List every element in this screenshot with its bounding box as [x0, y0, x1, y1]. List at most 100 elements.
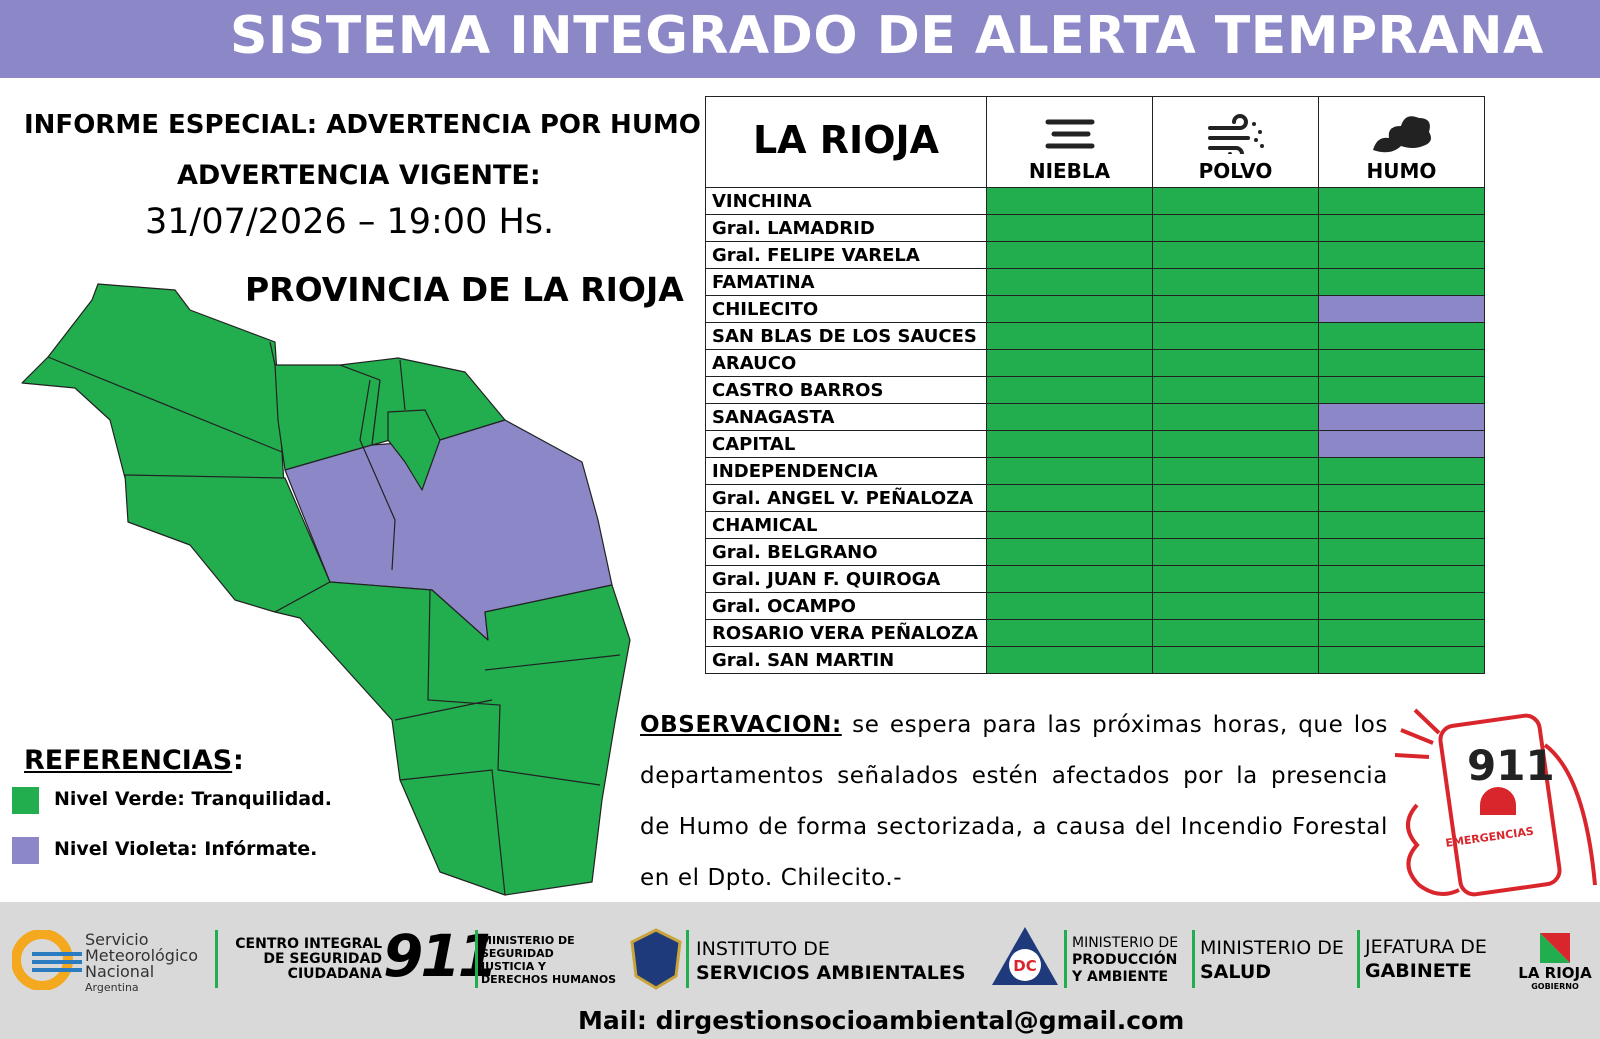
text-line: JUSTICIA Y: [481, 960, 547, 973]
department-name: Gral. SAN MARTIN: [705, 646, 987, 674]
alert-cell: [1152, 619, 1319, 647]
alert-cell: [1152, 457, 1319, 485]
alert-cell: [1152, 322, 1319, 350]
police-badge: [630, 928, 682, 990]
alert-cell: [986, 511, 1153, 539]
smn-text: Servicio Meteorológico Nacional Argentina: [85, 932, 198, 996]
department-borders: [47, 341, 621, 896]
alert-cell: [1152, 268, 1319, 296]
table-title: LA RIOJA: [705, 96, 987, 188]
text-line: Argentina: [85, 981, 139, 994]
text-line: Meteorológico: [85, 946, 198, 965]
footer-band: [0, 902, 1600, 1039]
legend-colon: :: [233, 745, 244, 776]
report-subtitle: ADVERTENCIA VIGENTE:: [177, 160, 541, 191]
department-name: CASTRO BARROS: [705, 376, 987, 404]
header-band: [0, 0, 1600, 78]
table-row: CHAMICAL: [705, 511, 1485, 539]
text-line: SERVICIOS AMBIENTALES: [696, 962, 966, 984]
text-line: INSTITUTO DE: [696, 938, 830, 960]
legend-swatch: [12, 787, 39, 814]
alert-cell: [986, 349, 1153, 377]
icon: [1372, 116, 1431, 153]
table-row: INDEPENDENCIA: [705, 457, 1485, 485]
text-line: GABINETE: [1365, 960, 1472, 982]
observation: OBSERVACION: se espera para las próximas…: [640, 700, 1388, 904]
alert-cell: [986, 322, 1153, 350]
department-name: Gral. FELIPE VARELA: [705, 241, 987, 269]
table-row: Gral. BELGRANO: [705, 538, 1485, 566]
alert-cell: [1318, 592, 1485, 620]
dc-text: DC: [1013, 957, 1036, 975]
department-name: Gral. ANGEL V. PEÑALOZA: [705, 484, 987, 512]
alert-cell: [1152, 376, 1319, 404]
alert-cell: [986, 268, 1153, 296]
alert-cell: [986, 295, 1153, 323]
alert-cell: [1318, 511, 1485, 539]
legend-label: Nivel Violeta: Infórmate.: [54, 838, 318, 860]
department-name: Gral. BELGRANO: [705, 538, 987, 566]
department-name: CHILECITO: [705, 295, 987, 323]
table-row: CHILECITO: [705, 295, 1485, 323]
divider: [686, 930, 689, 988]
alert-cell: [1318, 646, 1485, 674]
legend-swatch: [12, 837, 39, 864]
text-line: Y AMBIENTE: [1072, 969, 1169, 985]
gob-logo: [1540, 933, 1570, 963]
table-row: ROSARIO VERA PEÑALOZA: [705, 619, 1485, 647]
alert-cell: [986, 430, 1153, 458]
siren: [1480, 787, 1516, 815]
alert-cell: [986, 592, 1153, 620]
text-line: MINISTERIO DE: [481, 934, 575, 947]
alert-cell: [986, 538, 1153, 566]
table-row: Gral. ANGEL V. PEÑALOZA: [705, 484, 1485, 512]
table-row: Gral. OCAMPO: [705, 592, 1485, 620]
divider: [1064, 930, 1067, 988]
divider: [1192, 930, 1195, 988]
column-icon: [1153, 114, 1318, 162]
alert-cell: [1152, 484, 1319, 512]
department-name: Gral. OCAMPO: [705, 592, 987, 620]
table-row: VINCHINA: [705, 187, 1485, 215]
department-name: CAPITAL: [705, 430, 987, 458]
alert-table: LA RIOJA NIEBLA POLVO HUMO VINCHINA Gral. L…: [705, 96, 1485, 674]
department: [274, 581, 631, 896]
department-name: FAMATINA: [705, 268, 987, 296]
alert-cell: [1152, 349, 1319, 377]
alert-cell: [1318, 538, 1485, 566]
table-row: Gral. FELIPE VARELA: [705, 241, 1485, 269]
province-map: [21, 283, 631, 896]
department-name: Gral. LAMADRID: [705, 214, 987, 242]
phone-caption: EMERGENCIAS: [1445, 825, 1535, 850]
department: [387, 409, 441, 491]
legend-title-text: REFERENCIAS: [24, 745, 233, 776]
cisc-number: 911: [383, 922, 498, 990]
alert-cell: [1152, 592, 1319, 620]
alert-cell: [986, 241, 1153, 269]
isa-text: INSTITUTO DE SERVICIOS AMBIENTALES: [696, 937, 966, 985]
alert-cell: [986, 484, 1153, 512]
alert-cell: [1318, 619, 1485, 647]
column-label: NIEBLA: [1028, 159, 1111, 183]
alert-cell: [1152, 187, 1319, 215]
department-name: SAN BLAS DE LOS SAUCES: [705, 322, 987, 350]
text-line: CENTRO INTEGRAL: [235, 936, 382, 952]
department-name: Gral. JUAN F. QUIROGA: [705, 565, 987, 593]
text-line: MINISTERIO DE: [1072, 935, 1179, 951]
observation-text: se espera para las próximas horas, que l…: [640, 712, 1388, 891]
alert-cell: [1318, 187, 1485, 215]
header-title: SISTEMA INTEGRADO DE ALERTA TEMPRANA: [230, 6, 1544, 66]
alert-cell: [1318, 349, 1485, 377]
text-line: LA RIOJA: [1518, 964, 1592, 982]
alert-cell: [1152, 403, 1319, 431]
table-body: VINCHINA Gral. LAMADRID Gral. FELIPE VAREL…: [705, 187, 1485, 674]
map-title: PROVINCIA DE LA RIOJA: [245, 270, 684, 309]
table-row: CAPITAL: [705, 430, 1485, 458]
alert-cell: [1318, 268, 1485, 296]
text-line: DERECHOS HUMANOS: [481, 973, 617, 986]
department-name: INDEPENDENCIA: [705, 457, 987, 485]
text-line: MINISTERIO DE: [1200, 937, 1344, 959]
text-line: Nacional: [85, 962, 155, 981]
alert-cell: [986, 619, 1153, 647]
column-header: NIEBLA: [986, 96, 1153, 188]
